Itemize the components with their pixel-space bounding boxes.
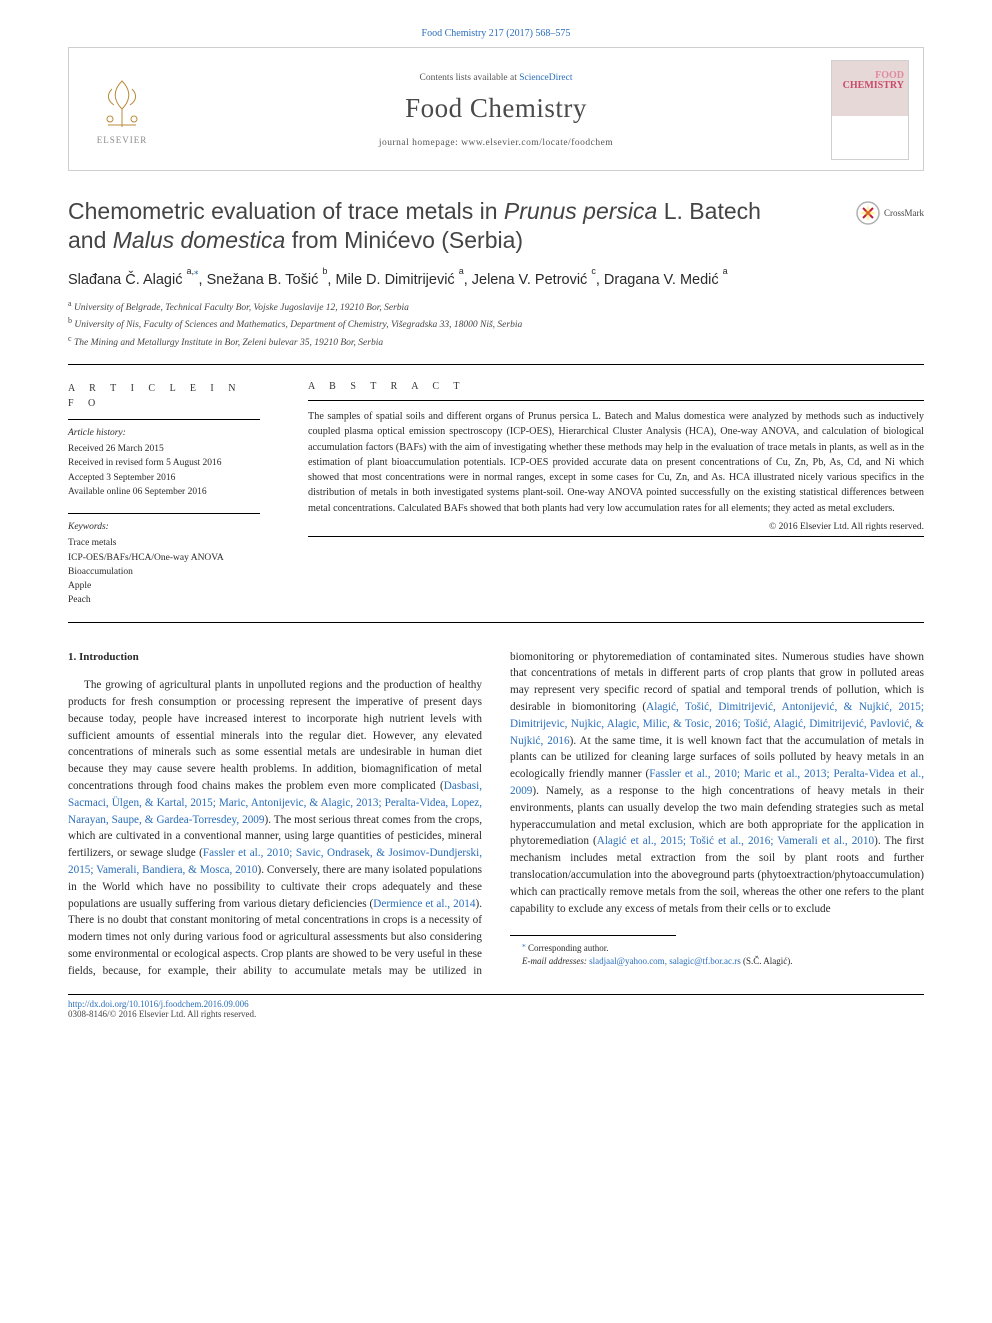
- crossmark-icon: [856, 201, 880, 225]
- title-post: from Minićevo (Serbia): [285, 227, 523, 253]
- homepage-line: journal homepage: www.elsevier.com/locat…: [161, 138, 831, 148]
- info-heading: A R T I C L E I N F O: [68, 381, 260, 411]
- intro-paragraph-1: The growing of agricultural plants in un…: [68, 649, 924, 980]
- info-abstract-row: A R T I C L E I N F O Article history: R…: [68, 381, 924, 608]
- history-line-1: Received in revised form 5 August 2016: [68, 456, 260, 470]
- affiliation-a: a University of Belgrade, Technical Facu…: [68, 298, 924, 315]
- history-line-0: Received 26 March 2015: [68, 442, 260, 456]
- email-line: E-mail addresses: sladjaal@yahoo.com, sa…: [510, 955, 924, 968]
- abstract-copyright: © 2016 Elsevier Ltd. All rights reserved…: [308, 522, 924, 532]
- email-addresses[interactable]: sladjaal@yahoo.com, salagic@tf.bor.ac.rs: [589, 956, 741, 966]
- species-1: Prunus persica: [504, 198, 657, 224]
- footnote-rule: [510, 935, 676, 936]
- affiliation-c: c The Mining and Metallurgy Institute in…: [68, 333, 924, 350]
- history-line-2: Accepted 3 September 2016: [68, 471, 260, 485]
- issn-copyright: 0308-8146/© 2016 Elsevier Ltd. All right…: [68, 1009, 924, 1019]
- rule-top: [68, 364, 924, 365]
- abstract-text: The samples of spatial soils and differe…: [308, 409, 924, 516]
- email-name: (S.Č. Alagić).: [743, 956, 793, 966]
- abstract-heading: A B S T R A C T: [308, 381, 924, 392]
- homepage-url[interactable]: www.elsevier.com/locate/foodchem: [461, 138, 613, 148]
- keyword-0: Trace metals: [68, 536, 260, 550]
- keywords-heading: Keywords:: [68, 520, 260, 534]
- journal-banner: ELSEVIER Contents lists available at Sci…: [68, 47, 924, 171]
- abstract-rule: [308, 400, 924, 401]
- keyword-2: Bioaccumulation: [68, 565, 260, 579]
- affil-b-text: University of Nis, Faculty of Sciences a…: [74, 320, 522, 330]
- journal-name: Food Chemistry: [161, 93, 831, 124]
- contents-pre: Contents lists available at: [419, 73, 519, 83]
- keyword-1: ICP-OES/BAFs/HCA/One-way ANOVA: [68, 551, 260, 565]
- article-header: CrossMark Chemometric evaluation of trac…: [68, 197, 924, 350]
- ref-6[interactable]: Alagić et al., 2015; Tošić et al., 2016;…: [597, 835, 874, 847]
- keywords-block: Keywords: Trace metals ICP-OES/BAFs/HCA/…: [68, 513, 260, 608]
- section-heading-intro: 1. Introduction: [68, 649, 482, 666]
- p1a: The growing of agricultural plants in un…: [68, 679, 482, 792]
- email-label: E-mail addresses:: [522, 956, 587, 966]
- affil-a-text: University of Belgrade, Technical Facult…: [74, 303, 409, 313]
- cover-word-2: CHEMISTRY: [843, 80, 904, 91]
- article-info: A R T I C L E I N F O Article history: R…: [68, 381, 286, 608]
- keyword-3: Apple: [68, 579, 260, 593]
- author-list: Slađana Č. Alagić a,⁎, Snežana B. Tošić …: [68, 270, 924, 288]
- banner-center: Contents lists available at ScienceDirec…: [161, 73, 831, 148]
- cover-title: FOOD CHEMISTRY: [832, 67, 908, 91]
- elsevier-tree-icon: [94, 75, 150, 131]
- ref-3[interactable]: Dermience et al., 2014: [373, 898, 475, 910]
- contents-available-line: Contents lists available at ScienceDirec…: [161, 73, 831, 83]
- abstract-column: A B S T R A C T The samples of spatial s…: [286, 381, 924, 608]
- crossmark-label: CrossMark: [884, 208, 924, 218]
- history-heading: Article history:: [68, 426, 260, 440]
- journal-cover-thumb: FOOD CHEMISTRY: [831, 60, 909, 160]
- body-two-column: 1. Introduction The growing of agricultu…: [68, 649, 924, 980]
- corr-text: Corresponding author.: [528, 943, 609, 953]
- citation-line: Food Chemistry 217 (2017) 568–575: [68, 28, 924, 39]
- doi-link[interactable]: http://dx.doi.org/10.1016/j.foodchem.201…: [68, 999, 924, 1009]
- affiliations: a University of Belgrade, Technical Facu…: [68, 298, 924, 350]
- footer-rule: [68, 994, 924, 995]
- footnotes: ⁎ Corresponding author. E-mail addresses…: [510, 935, 924, 967]
- keyword-4: Peach: [68, 593, 260, 607]
- body-rule: [68, 622, 924, 623]
- homepage-label: journal homepage:: [379, 138, 461, 148]
- corresponding-author: ⁎ Corresponding author.: [510, 940, 924, 955]
- abstract-rule-bottom: [308, 536, 924, 537]
- species-2: Malus domestica: [113, 227, 286, 253]
- history-line-3: Available online 06 September 2016: [68, 485, 260, 499]
- crossmark-badge[interactable]: CrossMark: [856, 201, 924, 225]
- publisher-name: ELSEVIER: [97, 135, 148, 145]
- affil-c-text: The Mining and Metallurgy Institute in B…: [74, 338, 383, 348]
- sciencedirect-link[interactable]: ScienceDirect: [519, 73, 572, 83]
- publisher-logo-block: ELSEVIER: [83, 75, 161, 145]
- article-title: Chemometric evaluation of trace metals i…: [68, 197, 924, 256]
- affiliation-b: b University of Nis, Faculty of Sciences…: [68, 315, 924, 332]
- article-history: Article history: Received 26 March 2015 …: [68, 419, 260, 499]
- title-pre: Chemometric evaluation of trace metals i…: [68, 198, 504, 224]
